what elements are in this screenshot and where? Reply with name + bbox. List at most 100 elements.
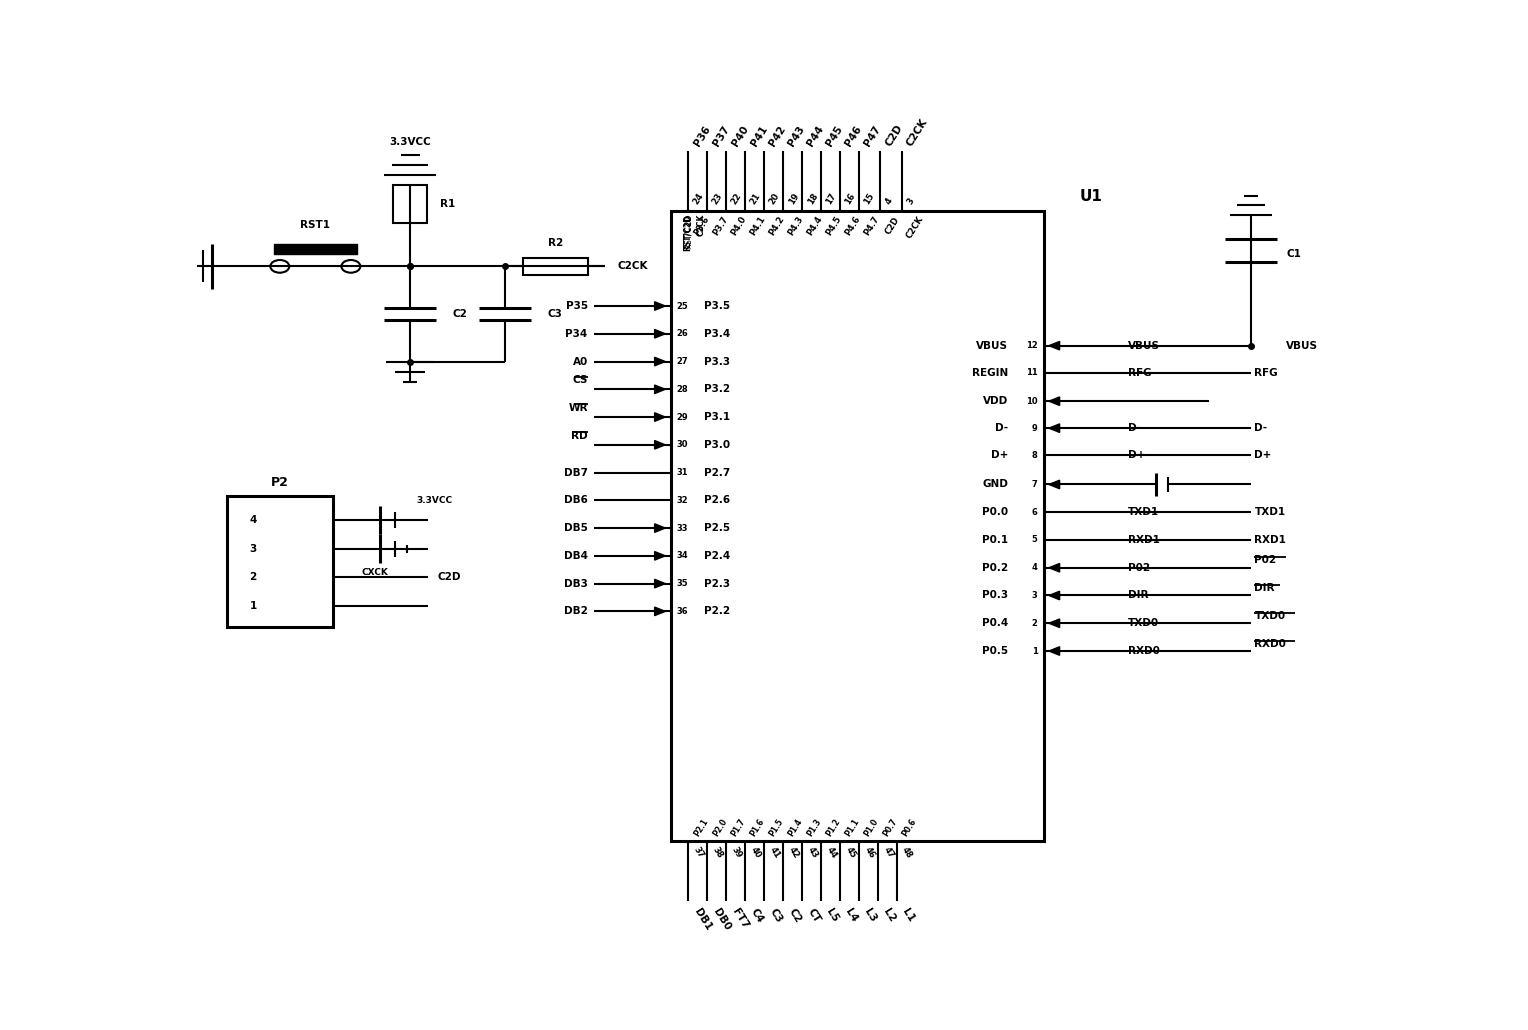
Text: P43: P43 — [787, 124, 807, 148]
Text: DB2: DB2 — [564, 607, 588, 616]
Text: 28: 28 — [677, 385, 688, 393]
Text: 36: 36 — [677, 607, 688, 616]
Text: P0.5: P0.5 — [983, 646, 1008, 656]
Text: L2: L2 — [882, 907, 897, 924]
Text: 2: 2 — [1031, 619, 1038, 627]
Text: P3.5: P3.5 — [704, 301, 730, 311]
Bar — [671, 211, 1044, 842]
Text: 48: 48 — [900, 846, 914, 860]
Text: 18: 18 — [805, 192, 819, 206]
Text: TXD1: TXD1 — [1128, 507, 1158, 517]
Text: 3: 3 — [249, 544, 257, 554]
Text: D+: D+ — [1254, 450, 1271, 460]
Text: P0.6: P0.6 — [900, 817, 918, 838]
Polygon shape — [1048, 647, 1059, 655]
Text: U1: U1 — [1079, 190, 1102, 204]
Text: 10: 10 — [1027, 397, 1038, 406]
Text: P0.4: P0.4 — [983, 618, 1008, 628]
Text: P4.6: P4.6 — [843, 215, 862, 238]
Bar — [226, 496, 333, 627]
Text: R2: R2 — [547, 238, 562, 248]
Text: P34: P34 — [565, 329, 588, 339]
Text: P2.7: P2.7 — [704, 468, 730, 478]
Text: DB6: DB6 — [564, 495, 588, 506]
Polygon shape — [1048, 341, 1059, 350]
Text: 3.3VCC: 3.3VCC — [390, 137, 431, 147]
Text: P1.4: P1.4 — [787, 817, 804, 838]
Text: P1.2: P1.2 — [825, 817, 842, 838]
Text: D-: D- — [995, 423, 1008, 434]
Text: P2.4: P2.4 — [704, 551, 730, 561]
Text: 41: 41 — [767, 846, 781, 860]
Text: C2CK: C2CK — [905, 117, 929, 148]
Text: P02: P02 — [1128, 562, 1151, 573]
Text: 3: 3 — [905, 197, 915, 206]
Text: 20: 20 — [767, 192, 781, 206]
Text: P4.3: P4.3 — [787, 215, 805, 237]
Polygon shape — [1048, 397, 1059, 406]
Text: P3.1: P3.1 — [704, 412, 730, 422]
Text: 43: 43 — [805, 846, 819, 860]
Text: 6: 6 — [1031, 508, 1038, 517]
Text: P4.0: P4.0 — [730, 215, 749, 237]
Text: CT: CT — [805, 907, 822, 925]
Text: 4: 4 — [1031, 563, 1038, 573]
Text: P1.1: P1.1 — [843, 817, 862, 838]
Text: P3.4: P3.4 — [704, 329, 730, 339]
Text: P45: P45 — [825, 124, 845, 148]
Text: C3: C3 — [767, 907, 784, 925]
Text: DB7: DB7 — [564, 468, 588, 478]
Text: REGIN: REGIN — [972, 368, 1008, 378]
Text: P1.6: P1.6 — [749, 817, 767, 838]
Text: 47: 47 — [882, 846, 895, 860]
Text: P0.0: P0.0 — [983, 507, 1008, 517]
Text: 1: 1 — [1031, 647, 1038, 655]
Text: P47: P47 — [862, 124, 883, 148]
Text: 4: 4 — [249, 515, 257, 525]
Text: 17: 17 — [825, 192, 839, 206]
Polygon shape — [654, 357, 665, 366]
Polygon shape — [1048, 424, 1059, 433]
Text: C4: C4 — [749, 907, 766, 925]
Text: 5: 5 — [1031, 536, 1038, 545]
Polygon shape — [654, 524, 665, 533]
Text: RD: RD — [571, 431, 588, 441]
Polygon shape — [654, 330, 665, 338]
Text: P0.7: P0.7 — [882, 817, 898, 838]
Text: P44: P44 — [805, 124, 827, 148]
Text: P3.0: P3.0 — [704, 440, 730, 450]
Text: P4.5: P4.5 — [825, 215, 843, 238]
Text: P36: P36 — [692, 125, 712, 148]
Text: 34: 34 — [677, 551, 688, 560]
Text: RXD0: RXD0 — [1254, 639, 1287, 649]
Text: P4.2: P4.2 — [767, 215, 787, 238]
Text: 3: 3 — [1031, 591, 1038, 600]
Text: P0.2: P0.2 — [983, 562, 1008, 573]
Text: P1.7: P1.7 — [730, 817, 747, 838]
Text: 44: 44 — [825, 846, 839, 860]
Text: C2D: C2D — [883, 123, 905, 148]
Bar — [394, 184, 426, 222]
Text: 35: 35 — [677, 579, 688, 588]
Text: TXD0: TXD0 — [1128, 618, 1158, 628]
Text: 29: 29 — [677, 413, 688, 421]
Text: D-: D- — [1128, 423, 1141, 434]
Text: P0.1: P0.1 — [983, 535, 1008, 545]
Text: WR: WR — [568, 403, 588, 413]
Polygon shape — [1048, 591, 1059, 599]
Text: 46: 46 — [862, 846, 876, 860]
Text: 22: 22 — [730, 192, 744, 206]
Text: P3.6: P3.6 — [692, 215, 711, 237]
Text: P41: P41 — [749, 124, 769, 148]
Text: 31: 31 — [677, 468, 688, 477]
Polygon shape — [654, 551, 665, 560]
Text: D+: D+ — [990, 450, 1008, 460]
Polygon shape — [654, 302, 665, 310]
Text: 1: 1 — [249, 602, 257, 611]
Text: 16: 16 — [843, 192, 857, 206]
Polygon shape — [654, 607, 665, 616]
Text: 33: 33 — [677, 523, 688, 533]
Text: 30: 30 — [677, 440, 688, 449]
Text: 3.3VCC: 3.3VCC — [416, 495, 452, 505]
Text: C2: C2 — [787, 907, 804, 925]
